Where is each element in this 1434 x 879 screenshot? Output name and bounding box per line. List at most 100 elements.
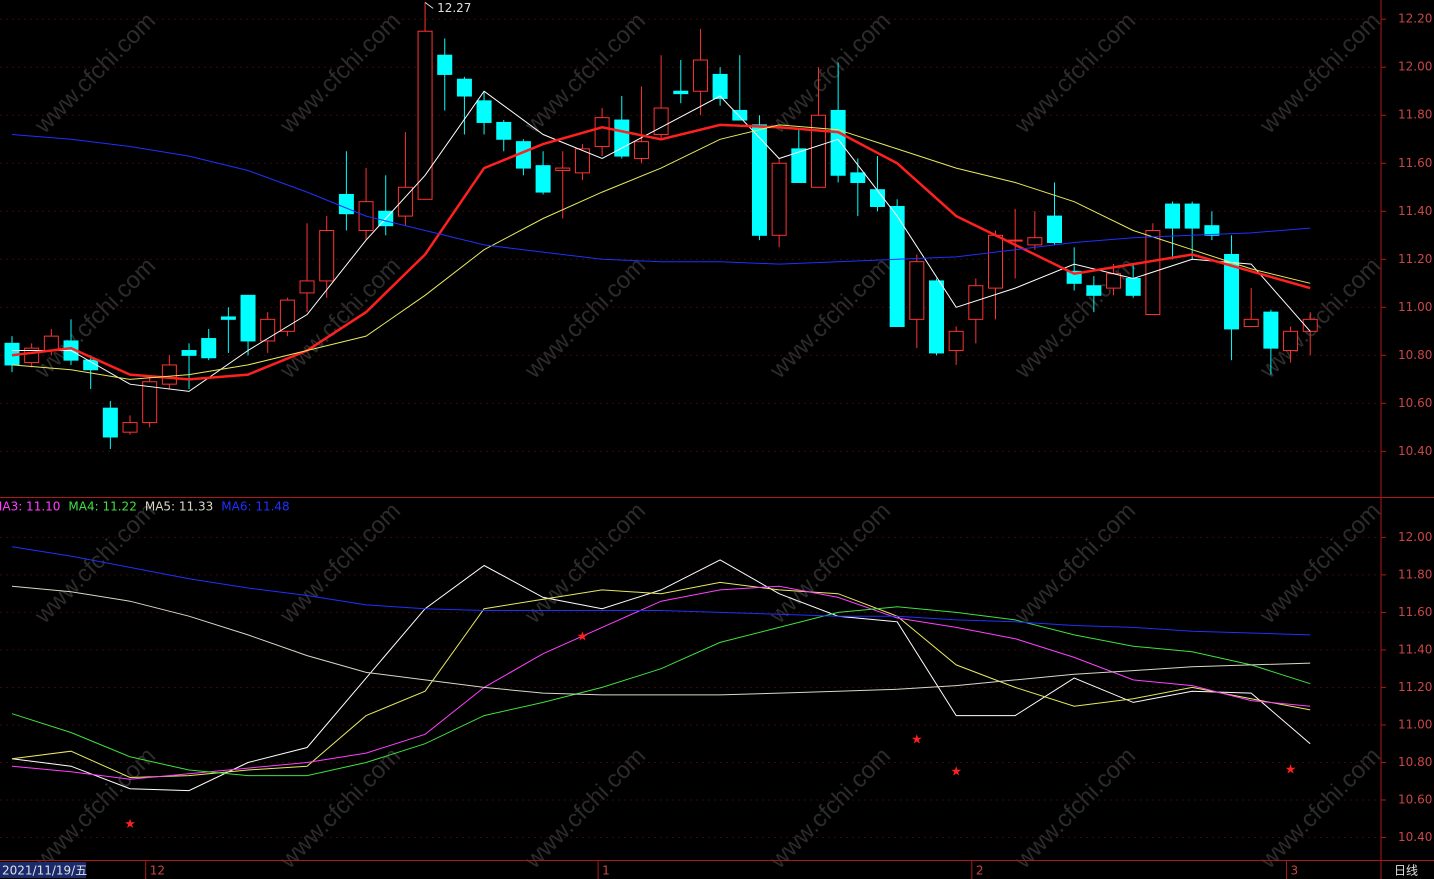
candle-body <box>1106 273 1122 289</box>
candle-body <box>83 359 99 371</box>
date-box <box>0 862 86 878</box>
candle-body <box>1165 203 1181 229</box>
candle-body <box>496 121 512 140</box>
ma-line <box>11 123 1311 381</box>
y-tick-label: 11.80 <box>1398 567 1432 581</box>
candle-body <box>476 100 492 123</box>
candle-body <box>555 167 571 171</box>
x-tick-label: 1 <box>602 864 610 878</box>
candle-body <box>279 299 295 332</box>
candle-body <box>633 141 649 159</box>
candle-body <box>1184 203 1200 229</box>
candle-body <box>181 350 197 356</box>
legend-entry: MA5: 11.33 <box>145 500 213 514</box>
candle-body <box>1263 311 1279 349</box>
candle-body <box>673 90 689 95</box>
candle-body <box>1283 330 1299 352</box>
candle-body <box>830 109 846 176</box>
candle-body <box>1204 225 1220 236</box>
x-tick-label: 2 <box>976 864 984 878</box>
y-tick-label: 11.20 <box>1398 252 1432 266</box>
candle-body <box>968 285 984 320</box>
candle-body <box>1302 318 1318 332</box>
candle-body <box>574 148 590 174</box>
candle-body <box>201 338 217 359</box>
candle-body <box>43 335 59 352</box>
candle-body <box>102 407 118 438</box>
annotation: 12.27 <box>437 1 471 15</box>
y-tick-label: 10.60 <box>1398 792 1432 806</box>
y-tick-label: 10.80 <box>1398 348 1432 362</box>
marker-star: ★ <box>124 817 136 832</box>
marker-star: ★ <box>1285 762 1297 777</box>
candle-body <box>1125 278 1141 296</box>
candle-body <box>338 193 354 215</box>
candle-body <box>712 73 728 99</box>
ma-line <box>11 546 1311 636</box>
candle-body <box>161 364 177 385</box>
legend-entry: MA4: 11.22 <box>68 500 136 514</box>
ma-line <box>11 585 1311 780</box>
y-tick-label: 11.00 <box>1398 300 1432 314</box>
candle-body <box>988 234 1003 289</box>
candle-body <box>791 148 807 183</box>
y-tick-label: 11.80 <box>1398 108 1432 122</box>
candle-body <box>771 162 787 236</box>
legend-entry: MA3: 11.10 <box>0 500 60 514</box>
annotation-arrow <box>424 2 434 9</box>
y-tick-label: 11.60 <box>1398 605 1432 619</box>
y-tick-label: 10.40 <box>1398 444 1432 458</box>
candle-body <box>614 119 630 157</box>
candle-body <box>810 114 826 188</box>
x-tick-label: 3 <box>1291 864 1299 878</box>
y-tick-label: 11.00 <box>1398 717 1432 731</box>
candle-body <box>594 117 610 147</box>
candle-body <box>732 109 748 121</box>
candle-body <box>319 229 335 282</box>
marker-star: ★ <box>577 629 589 644</box>
candle-body <box>1243 318 1259 328</box>
candle-body <box>948 330 964 352</box>
y-tick-label: 10.40 <box>1398 830 1432 844</box>
candle-body <box>220 316 236 320</box>
candle-body <box>535 165 551 193</box>
candle-body <box>397 186 413 217</box>
legend: MA3: 11.10 MA4: 11.22 MA5: 11.33 MA6: 11.48 <box>0 500 290 514</box>
candle-body <box>1224 254 1240 330</box>
candle-body <box>142 381 158 424</box>
candle-body <box>751 124 767 236</box>
candle-body <box>1086 285 1102 296</box>
y-tick-label: 11.40 <box>1398 642 1432 656</box>
y-tick-label: 11.40 <box>1398 204 1432 218</box>
candle-body <box>1027 237 1043 246</box>
candle-body <box>417 30 433 200</box>
candle-body <box>653 107 669 135</box>
ma-line <box>11 124 1311 380</box>
candle-body <box>437 54 453 75</box>
candle-body <box>850 172 866 183</box>
y-tick-label: 12.00 <box>1398 530 1432 544</box>
candle-body <box>1047 215 1063 243</box>
ma-line <box>11 134 1311 265</box>
y-tick-label: 10.80 <box>1398 755 1432 769</box>
ma-line <box>11 585 1311 696</box>
marker-star: ★ <box>950 764 962 779</box>
date-label: 2021/11/19/五 <box>2 864 87 878</box>
candle-body <box>299 280 315 294</box>
ma-line <box>11 581 1311 779</box>
marker-star: ★ <box>911 732 923 747</box>
candle-body <box>240 294 256 342</box>
candle-body <box>260 318 276 342</box>
y-tick-label: 11.60 <box>1398 156 1432 170</box>
y-tick-label: 12.20 <box>1398 12 1432 26</box>
x-tick-label: 12 <box>150 864 165 878</box>
ma-line <box>12 90 1311 392</box>
candle-body <box>869 189 885 207</box>
candle-body <box>909 261 925 320</box>
candle-body <box>1007 239 1023 242</box>
y-tick-label: 11.20 <box>1398 680 1432 694</box>
candle-body <box>889 205 905 328</box>
